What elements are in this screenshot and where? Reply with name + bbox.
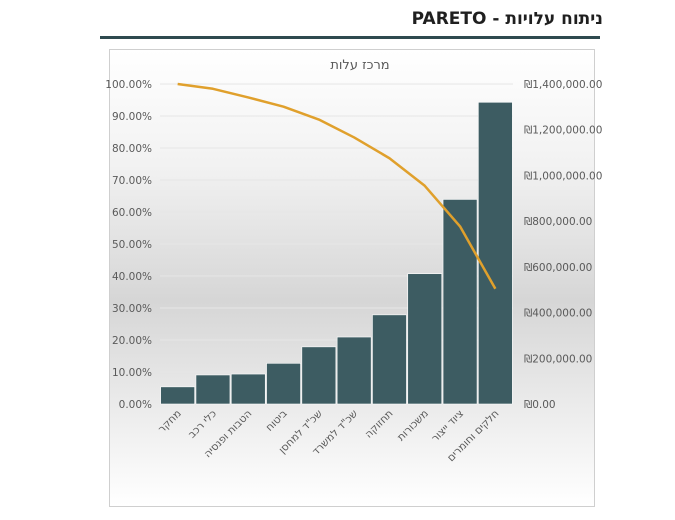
y-left-tick-label: 0.00% [119, 399, 152, 411]
chart-title: מרכז עלות [330, 58, 389, 73]
bar [442, 199, 478, 405]
bar [230, 373, 266, 405]
y-left-tick-label: 10.00% [112, 367, 152, 379]
y-left-tick-label: 40.00% [112, 271, 152, 283]
title-divider [100, 36, 600, 39]
page-title: ניתוח עלויות - PARETO [411, 9, 603, 29]
x-category-label: משכורות [395, 408, 431, 444]
y-right-tick-label: ₪600,000.00 [524, 262, 592, 274]
bar [478, 101, 513, 405]
y-left-tick-label: 90.00% [112, 111, 152, 123]
bar [160, 386, 195, 405]
bar [301, 346, 337, 405]
x-category-label: תחזוקה [363, 408, 396, 441]
y-right-tick-label: ₪1,200,000.00 [524, 125, 602, 137]
y-left-tick-label: 70.00% [112, 175, 152, 187]
bar [195, 374, 231, 405]
bar [336, 336, 372, 405]
y-right-tick-label: ₪800,000.00 [524, 216, 592, 228]
y-left-tick-label: 60.00% [112, 207, 152, 219]
y-right-tick-label: ₪200,000.00 [524, 353, 592, 365]
x-category-label: כלי רכב [186, 408, 219, 441]
bar [407, 273, 443, 405]
bar [372, 314, 407, 405]
y-left-tick-label: 30.00% [112, 303, 152, 315]
y-left-tick-label: 20.00% [112, 335, 152, 347]
y-right-tick-label: ₪1,400,000.00 [524, 79, 602, 91]
y-left-tick-label: 80.00% [112, 143, 152, 155]
y-left-tick-label: 50.00% [112, 239, 152, 251]
cumulative-percent-line [177, 82, 497, 290]
x-category-label: מחקר [156, 408, 184, 436]
bar [266, 363, 301, 405]
x-category-label: ביטוח [264, 408, 290, 434]
chart-area [109, 49, 595, 507]
y-left-tick-label: 100.00% [105, 79, 152, 91]
y-right-tick-label: ₪400,000.00 [524, 308, 592, 320]
y-right-tick-label: ₪1,000,000.00 [524, 170, 602, 182]
y-right-tick-label: ₪0.00 [524, 399, 556, 411]
